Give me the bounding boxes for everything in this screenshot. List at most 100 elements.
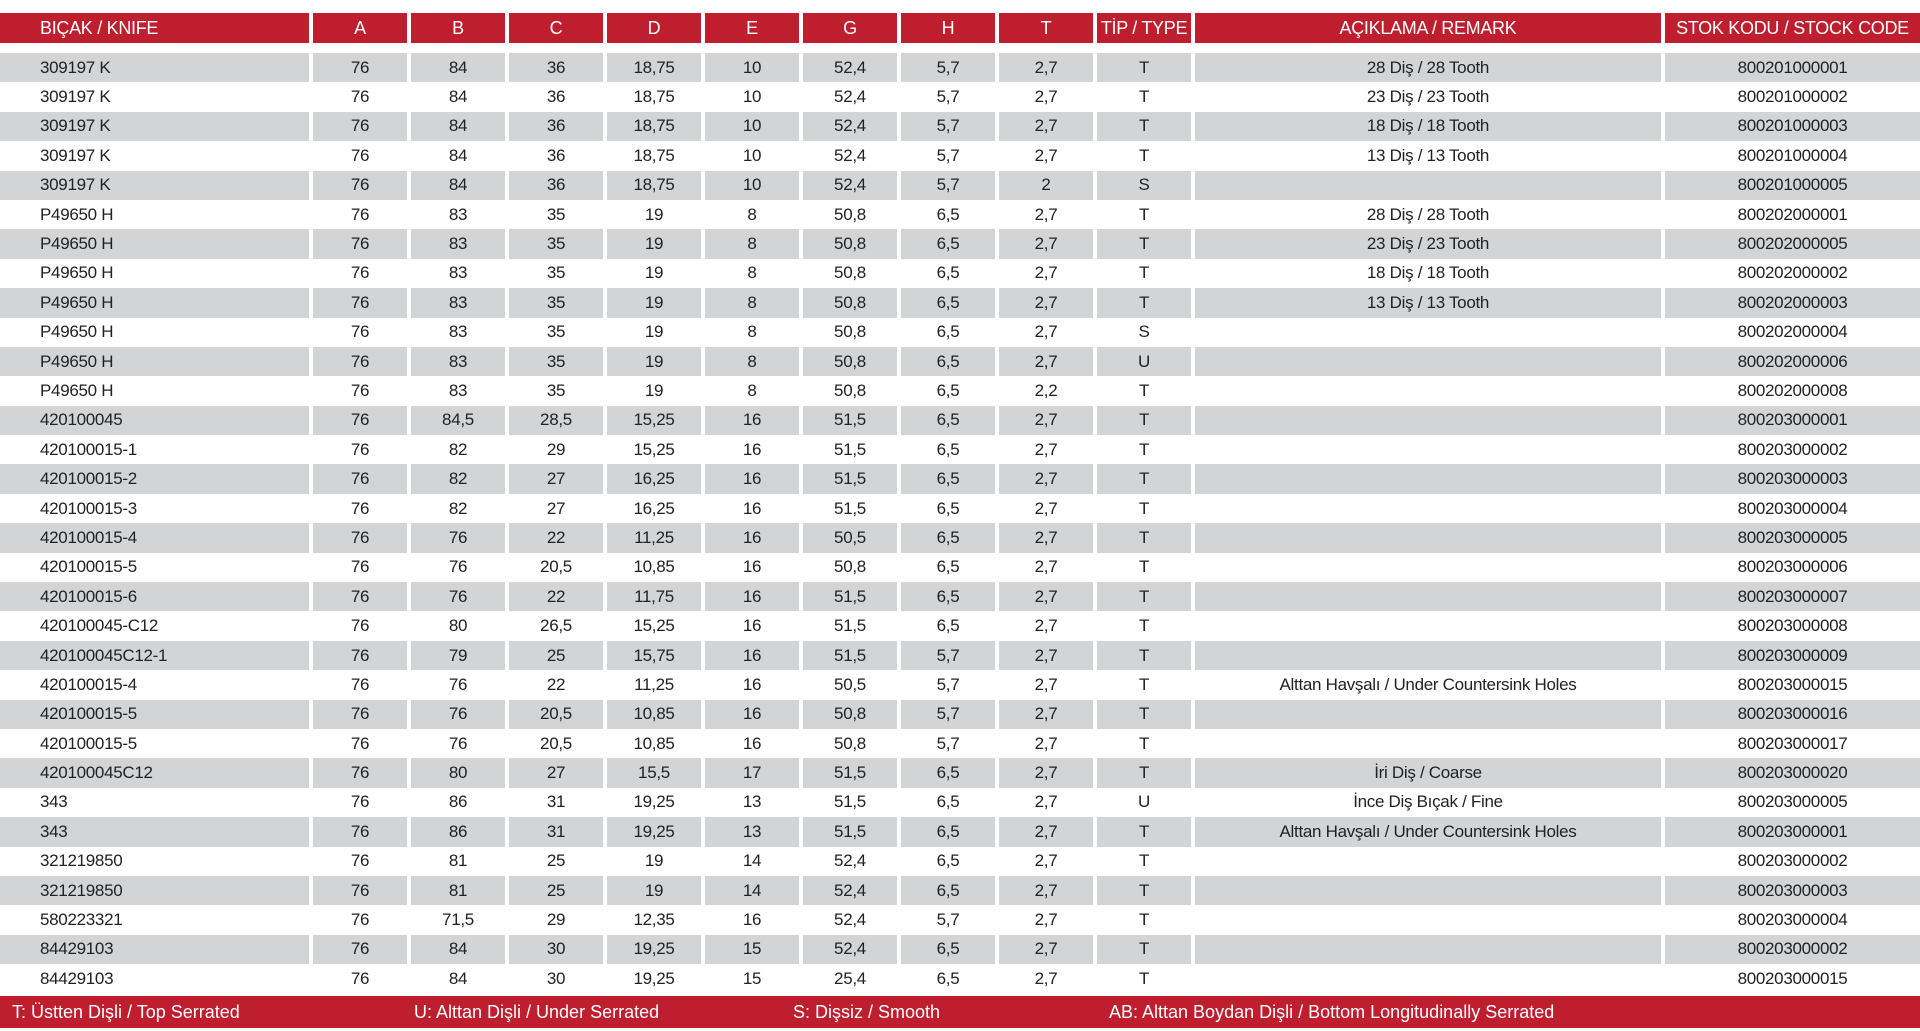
cell-a: 76 (313, 288, 407, 318)
cell-stock-code: 800202000004 (1737, 322, 1848, 342)
cell-t: 2,7 (1034, 968, 1058, 988)
cell-a: 76 (313, 405, 407, 436)
cell-a: 76 (313, 758, 407, 788)
cell-h: 6,5 (936, 204, 960, 224)
table-row: 84429103 76 84 30 19,25 15 52,4 6,5 2,7 T 80020300… (0, 934, 1920, 965)
cell-b: 82 (448, 498, 468, 518)
cell-stock-code: 800203000003 (1665, 875, 1920, 906)
cell-remark (1195, 494, 1661, 523)
cell-b: 79 (411, 640, 505, 671)
cell-knife: 420100045-C12 (40, 616, 159, 636)
cell-h: 5,7 (936, 145, 960, 165)
cell-e: 16 (705, 405, 799, 436)
table-row: 309197 K 76 84 36 18,75 10 52,4 5,7 2,7 T 28 Diş /… (0, 53, 1920, 83)
cell-g: 51,5 (803, 582, 897, 612)
cell-d: 18,75 (607, 170, 701, 200)
table-row: 321219850 76 81 25 19 14 52,4 6,5 2,7 T 8002030000… (0, 847, 1920, 876)
cell-e: 16 (705, 464, 799, 494)
cell-e: 8 (705, 288, 799, 318)
cell-b: 83 (448, 380, 468, 400)
cell-remark: 13 Diş / 13 Tooth (1366, 145, 1490, 165)
cell-t: 2,7 (1034, 792, 1058, 812)
cell-remark (1195, 170, 1661, 200)
cell-g: 52,4 (834, 87, 866, 107)
cell-d: 19,25 (633, 792, 675, 812)
cell-c: 35 (546, 204, 566, 224)
cell-t: 2,7 (1034, 616, 1058, 636)
cell-e: 16 (742, 733, 762, 753)
cell-e: 14 (742, 851, 762, 871)
cell-remark: 13 Diş / 13 Tooth (1195, 288, 1661, 318)
cell-h: 5,7 (936, 733, 960, 753)
cell-d: 15,5 (607, 758, 701, 788)
cell-g: 52,4 (834, 851, 866, 871)
cell-t: 2 (999, 170, 1093, 200)
cell-e: 16 (705, 640, 799, 671)
cell-e: 16 (742, 910, 762, 930)
legend-item: U: Alttan Dişli / Under Serrated (414, 1002, 660, 1022)
cell-g: 50,8 (834, 263, 866, 283)
cell-type: U (1138, 792, 1150, 812)
cell-stock-code: 800203000006 (1737, 557, 1848, 577)
cell-c: 30 (546, 968, 566, 988)
cell-type: T (1138, 674, 1150, 694)
header-remark: AÇIKLAMA / REMARK (1195, 13, 1661, 43)
cell-b: 82 (411, 464, 505, 494)
cell-t: 2,7 (1034, 145, 1058, 165)
cell-g: 50,8 (803, 699, 897, 729)
cell-t: 2,7 (999, 640, 1093, 671)
table-row: 343 76 86 31 19,25 13 51,5 6,5 2,7 T Alttan Havşal… (0, 817, 1920, 847)
cell-a: 76 (313, 875, 407, 906)
cell-d: 19 (644, 851, 664, 871)
cell-a: 76 (313, 53, 407, 83)
header-e: E (705, 13, 799, 43)
cell-d: 12,35 (633, 910, 675, 930)
cell-remark (1195, 934, 1661, 965)
cell-type: T (1138, 87, 1150, 107)
cell-e: 14 (705, 875, 799, 906)
cell-d: 10,85 (633, 733, 675, 753)
cell-b: 71,5 (442, 910, 474, 930)
cell-h: 5,7 (936, 910, 960, 930)
table-row: 420100015-2 76 82 27 16,25 16 51,5 6,5 2,7 T 80020… (0, 464, 1920, 494)
cell-t: 2,7 (1034, 498, 1058, 518)
cell-t: 2,7 (999, 817, 1093, 847)
table-row: 580223321 76 71,5 29 12,35 16 52,4 5,7 2,7 T 80020… (0, 905, 1920, 934)
cell-g: 51,5 (834, 792, 866, 812)
cell-g: 52,4 (803, 111, 897, 142)
cell-remark (1195, 553, 1661, 582)
cell-knife: 420100015-1 (40, 439, 137, 459)
cell-b: 86 (448, 792, 468, 812)
table-row: 420100015-4 76 76 22 11,25 16 50,5 6,5 2,7 T 80020… (0, 523, 1920, 553)
table-row: 309197 K 76 84 36 18,75 10 52,4 5,7 2,7 T 23 Diş /… (0, 82, 1920, 111)
cell-d: 11,25 (634, 674, 674, 694)
cell-b: 84 (411, 53, 505, 83)
cell-h: 6,5 (901, 523, 995, 553)
cell-h: 5,7 (901, 111, 995, 142)
cell-g: 52,4 (803, 875, 897, 906)
cell-b: 83 (411, 288, 505, 318)
cell-h: 6,5 (901, 934, 995, 965)
cell-e: 10 (705, 53, 799, 83)
cell-c: 36 (509, 53, 603, 83)
cell-a: 76 (350, 87, 370, 107)
cell-type: T (1138, 733, 1150, 753)
cell-g: 51,5 (834, 616, 866, 636)
legend-item: S: Dişsiz / Smooth (793, 1002, 941, 1022)
cell-g: 52,4 (803, 53, 897, 83)
cell-d: 19 (644, 204, 664, 224)
cell-type: T (1138, 439, 1150, 459)
table-row: P49650 H 76 83 35 19 8 50,8 6,5 2,7 U 800202000006 (0, 346, 1920, 377)
cell-type: T (1138, 380, 1150, 400)
cell-knife: 420100045C12 (0, 758, 309, 788)
cell-a: 76 (313, 699, 407, 729)
cell-c: 27 (546, 498, 566, 518)
cell-type: T (1097, 875, 1191, 906)
cell-g: 52,4 (803, 170, 897, 200)
cell-g: 51,5 (834, 498, 866, 518)
cell-d: 18,75 (607, 53, 701, 83)
cell-h: 6,5 (901, 875, 995, 906)
cell-t: 2,7 (999, 875, 1093, 906)
cell-type: T (1138, 263, 1150, 283)
cell-t: 2,7 (999, 758, 1093, 788)
